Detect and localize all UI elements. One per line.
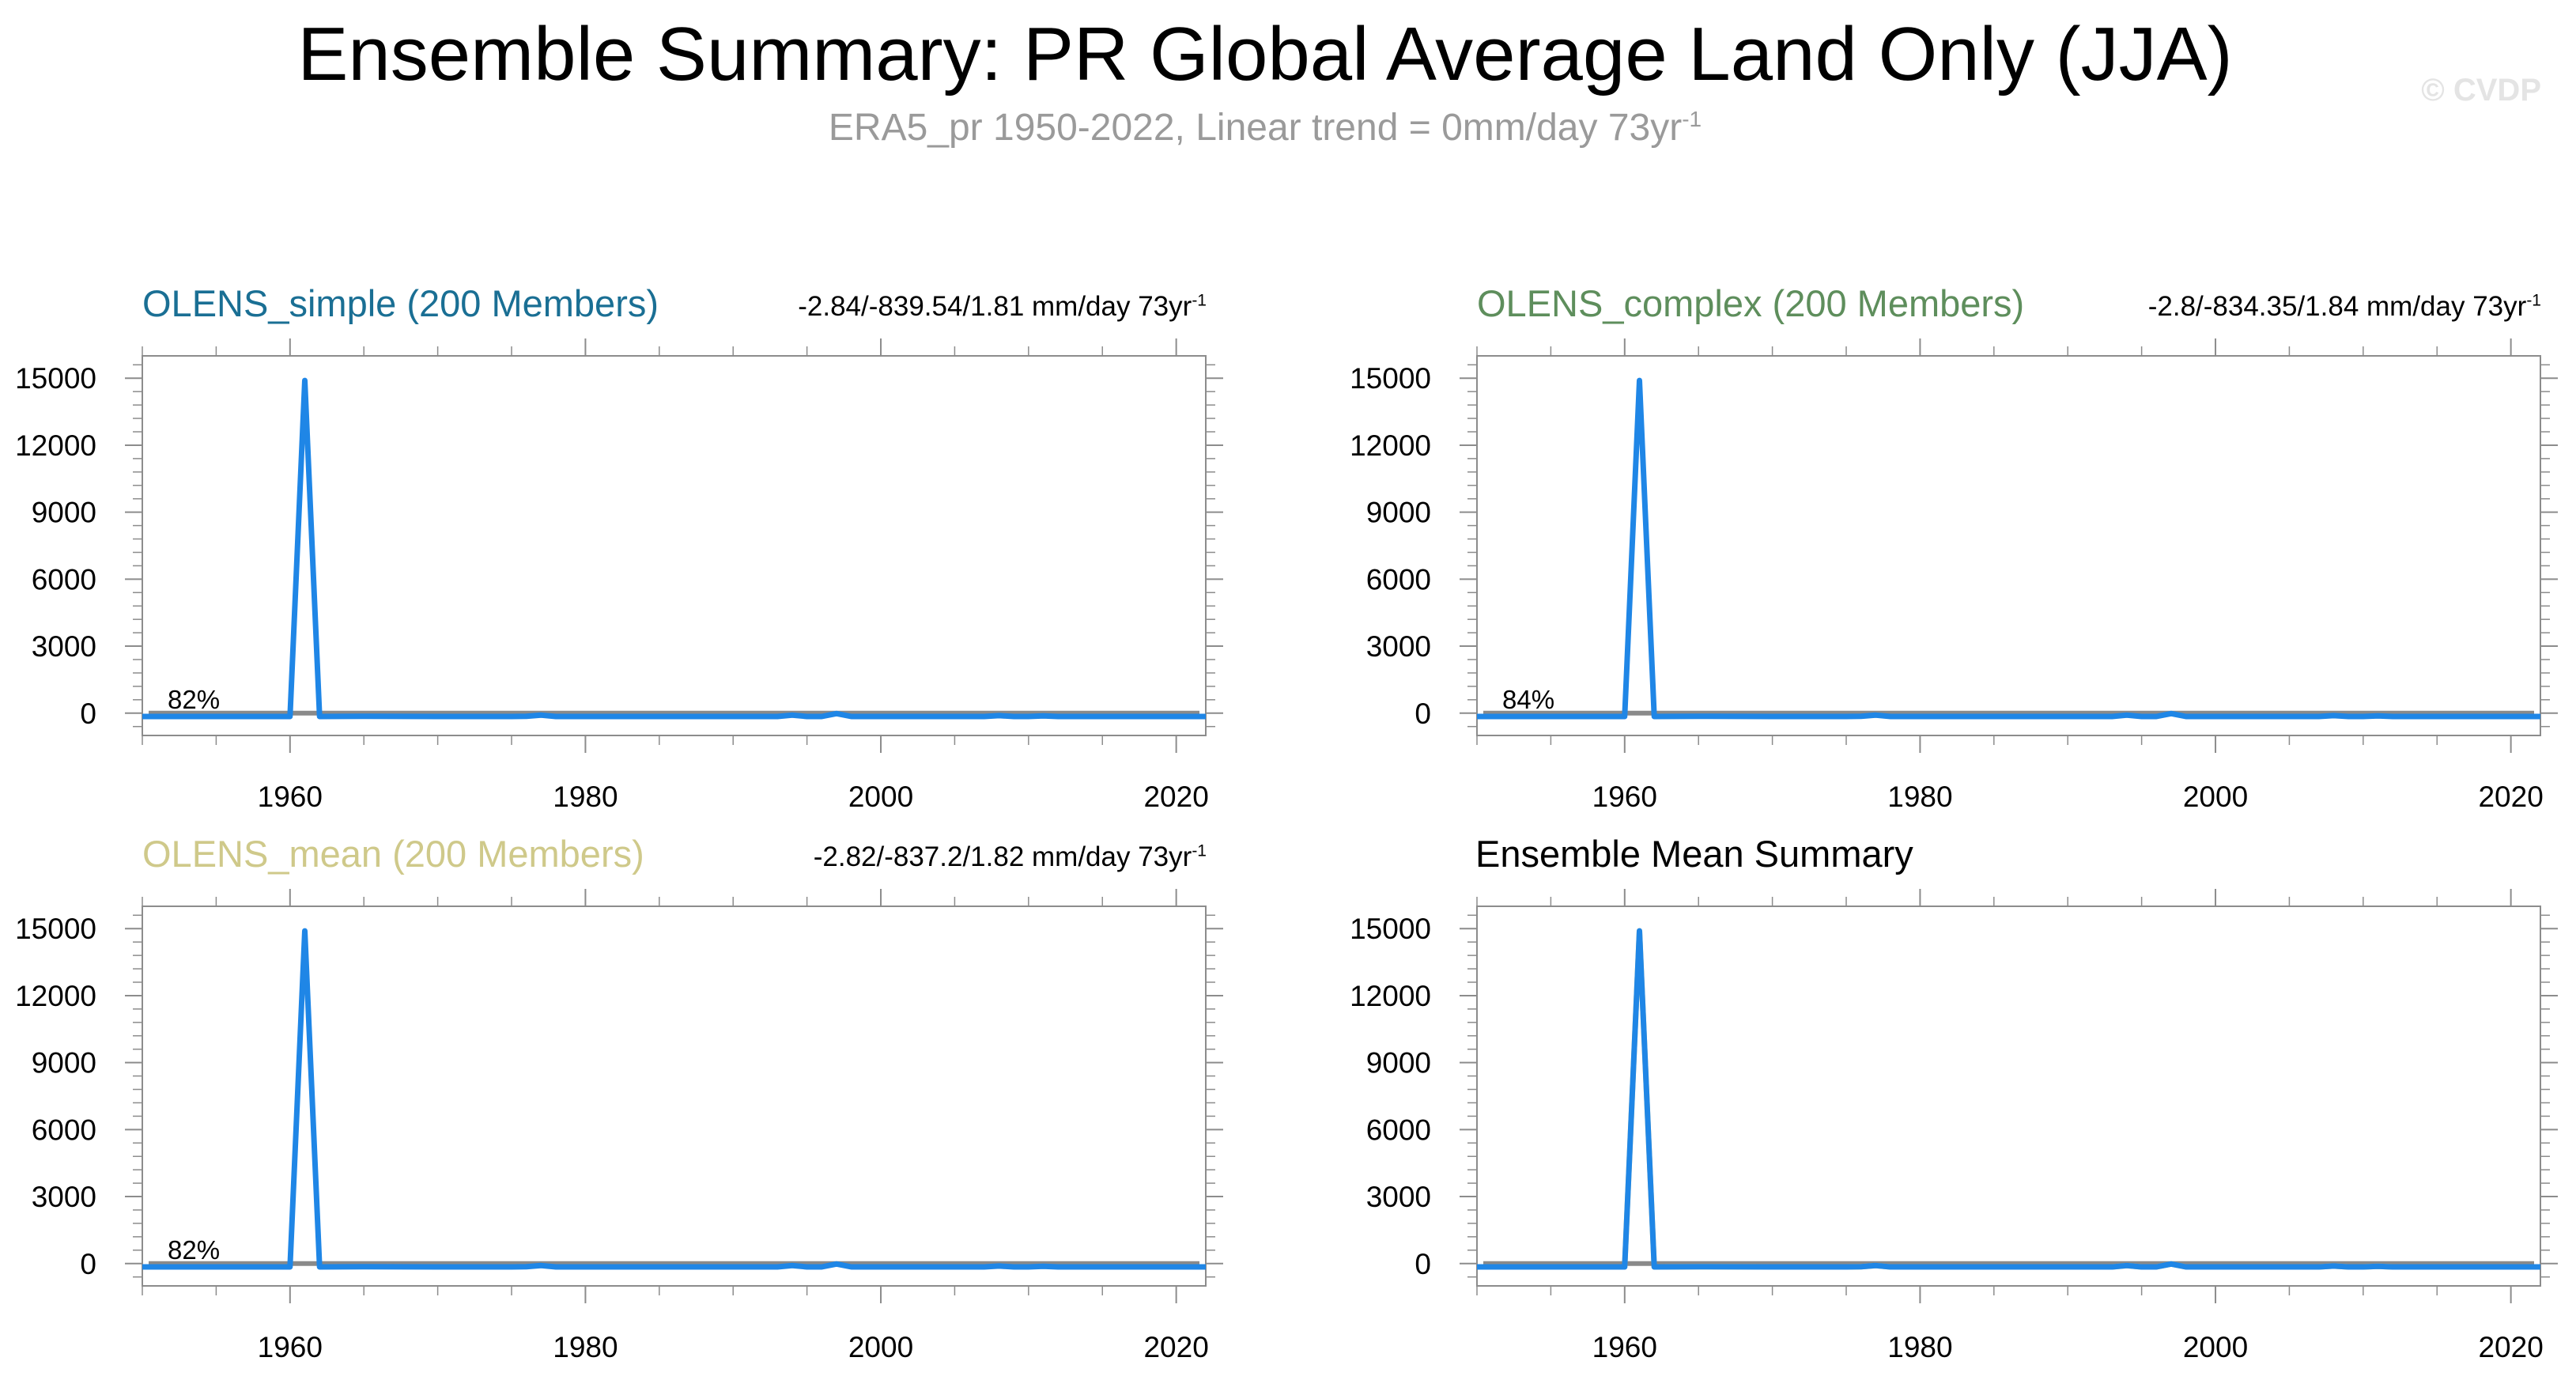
y-tick-label-1-4: 12000 xyxy=(1350,429,1431,462)
x-tick-label-0-1: 1980 xyxy=(553,781,618,813)
y-tick-label-2-1: 3000 xyxy=(32,1181,96,1213)
y-tick-label-2-5: 15000 xyxy=(15,913,96,945)
y-tick-label-1-3: 9000 xyxy=(1366,497,1431,529)
x-tick-label-3-1: 1980 xyxy=(1887,1331,1952,1363)
percent-annotation-1: 84% xyxy=(1502,685,1554,714)
y-tick-label-3-3: 9000 xyxy=(1366,1047,1431,1079)
percent-annotation-2: 82% xyxy=(168,1235,220,1265)
y-tick-label-0-4: 12000 xyxy=(15,429,96,462)
y-tick-label-1-1: 3000 xyxy=(1366,630,1431,663)
page-title: Ensemble Summary: PR Global Average Land… xyxy=(297,12,2233,96)
y-tick-label-3-0: 0 xyxy=(1415,1248,1431,1280)
y-tick-label-3-4: 12000 xyxy=(1350,980,1431,1012)
y-tick-label-2-4: 12000 xyxy=(15,980,96,1012)
x-tick-label-2-0: 1960 xyxy=(258,1331,323,1363)
series-line-1-0 xyxy=(1477,377,2540,720)
x-tick-label-2-1: 1980 xyxy=(553,1331,618,1363)
panel-stats-simple: -2.84/-839.54/1.81 mm/day 73yr-1 xyxy=(798,291,1207,322)
y-tick-label-0-3: 9000 xyxy=(32,497,96,529)
y-tick-label-2-2: 6000 xyxy=(32,1113,96,1146)
x-tick-label-2-2: 2000 xyxy=(848,1331,913,1363)
y-tick-label-3-1: 3000 xyxy=(1366,1181,1431,1213)
x-tick-label-3-3: 2020 xyxy=(2478,1331,2543,1363)
x-tick-label-2-3: 2020 xyxy=(1143,1331,1208,1363)
y-tick-label-0-1: 3000 xyxy=(32,630,96,663)
y-tick-label-1-0: 0 xyxy=(1415,698,1431,730)
x-tick-label-1-3: 2020 xyxy=(2478,781,2543,813)
series-line-2-0 xyxy=(142,928,1206,1270)
y-tick-label-2-3: 9000 xyxy=(32,1047,96,1079)
panel-title-simple: OLENS_simple (200 Members) xyxy=(142,282,659,324)
y-tick-label-0-5: 15000 xyxy=(15,362,96,395)
series-line-3-1 xyxy=(1477,928,2540,1270)
x-tick-label-1-0: 1960 xyxy=(1592,781,1657,813)
y-tick-label-3-2: 6000 xyxy=(1366,1113,1431,1146)
panel-title-complex: OLENS_complex (200 Members) xyxy=(1477,282,2025,324)
page-subtitle: ERA5_pr 1950-2022, Linear trend = 0mm/da… xyxy=(828,107,1702,149)
x-tick-label-0-0: 1960 xyxy=(258,781,323,813)
x-tick-label-0-3: 2020 xyxy=(1143,781,1208,813)
x-tick-label-1-1: 1980 xyxy=(1887,781,1952,813)
y-tick-label-1-5: 15000 xyxy=(1350,362,1431,395)
panel-title-summary: Ensemble Mean Summary xyxy=(1475,833,1913,875)
plot-frame-2 xyxy=(142,906,1207,1287)
y-tick-label-2-0: 0 xyxy=(80,1248,96,1280)
x-tick-label-1-2: 2000 xyxy=(2183,781,2248,813)
x-tick-label-3-0: 1960 xyxy=(1592,1331,1657,1363)
x-tick-label-0-2: 2000 xyxy=(848,781,913,813)
panel-title-mean: OLENS_mean (200 Members) xyxy=(142,833,644,875)
percent-annotation-0: 82% xyxy=(168,685,220,714)
x-tick-label-3-2: 2000 xyxy=(2183,1331,2248,1363)
panel-stats-complex: -2.8/-834.35/1.84 mm/day 73yr-1 xyxy=(2147,291,2541,322)
plot-frame-3 xyxy=(1476,906,2541,1287)
y-tick-label-0-2: 6000 xyxy=(32,563,96,595)
y-tick-label-3-5: 15000 xyxy=(1350,913,1431,945)
watermark: © CVDP xyxy=(2421,73,2541,108)
y-tick-label-0-0: 0 xyxy=(80,698,96,730)
plot-frame-1 xyxy=(1476,355,2541,736)
plot-frame-0 xyxy=(142,355,1207,736)
series-line-0-0 xyxy=(142,377,1206,720)
panel-stats-mean: -2.82/-837.2/1.82 mm/day 73yr-1 xyxy=(813,841,1207,872)
y-tick-label-1-2: 6000 xyxy=(1366,563,1431,595)
